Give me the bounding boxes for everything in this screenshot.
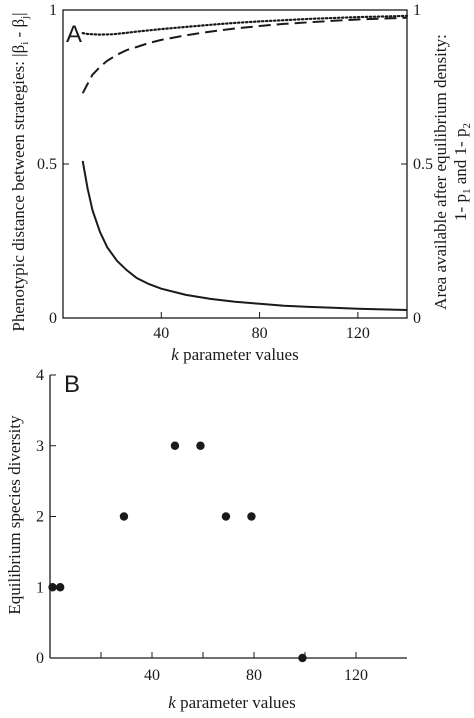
- panel-a-right-y-tick-label: 0.5: [413, 156, 433, 173]
- panel-b-y-tick-label: 1: [36, 579, 44, 596]
- panel-a-frame: [62, 9, 408, 319]
- panel-b-points: [48, 441, 307, 663]
- panel-a-right-y-tick-label: 0: [413, 310, 421, 327]
- panel-a-right-y-sub2: 2: [461, 123, 473, 129]
- panel-b-x-axis-title: k parameter values: [168, 693, 295, 712]
- panel-b-data-point: [221, 512, 231, 521]
- panel-b-data-point: [298, 653, 307, 663]
- panel-a-x-axis-rest: parameter values: [179, 345, 299, 364]
- panel-a-right-y-sub1: 1: [461, 189, 473, 195]
- panel-b-x-tick-label: 40: [144, 667, 160, 684]
- panel-b-y-ticks: 0 1 2 3 4: [36, 367, 56, 667]
- panel-b-data-point: [119, 512, 129, 521]
- panel-a-letter: A: [66, 21, 82, 48]
- panel-b-y-tick-label: 0: [36, 650, 44, 667]
- panel-b-data-point: [56, 583, 65, 592]
- panel-b-y-axis-title: Equilibrium species diversity: [5, 415, 24, 615]
- panel-a-x-tick-label: 80: [252, 325, 268, 342]
- panel-a-left-y-tick-label: 0: [49, 310, 57, 327]
- panel-a-left-y-part3: |: [9, 12, 28, 15]
- panel-a-right-y-axis-title-line2: 1- p1 and 1- p2: [451, 123, 473, 221]
- panel-a-x-axis-title: k parameter values: [171, 345, 298, 364]
- panel-a-left-y-sub1: i: [19, 42, 31, 45]
- panel-a-dashed-line: [81, 16, 408, 94]
- panel-a-x-tick-label: 40: [153, 325, 169, 342]
- panel-b: B 40 80 120 0 1 2 3 4 k parameter values Equil…: [5, 367, 407, 712]
- panel-b-data-point: [196, 441, 205, 450]
- panel-a-dotted-line: [81, 14, 409, 36]
- panel-b-x-axis-rest: parameter values: [176, 693, 296, 712]
- panel-a-left-y-part2: - β: [9, 19, 28, 42]
- panel-b-x-ticks: 40 80 120: [100, 652, 368, 684]
- panel-b-y-tick-label: 2: [36, 509, 44, 526]
- panel-b-data-point: [247, 512, 256, 521]
- panel-a-series: [81, 14, 409, 311]
- panel-a-x-axis-italic: k: [171, 345, 179, 364]
- panel-b-letter: B: [64, 371, 80, 398]
- panel-a-right-y-part1: 1- p: [451, 194, 470, 221]
- panel-a-right-y-axis-title-line1: Area available after equilibrium density…: [431, 34, 450, 310]
- panel-a-x-tick-label: 120: [346, 325, 370, 342]
- panel-a-y-ticks: 0 0.5 1 0 0.5 1: [37, 2, 433, 327]
- panel-b-x-axis-italic: k: [168, 693, 176, 712]
- panel-a-right-y-tick-label: 1: [413, 2, 421, 19]
- panel-b-y-tick-label: 3: [36, 438, 44, 455]
- panel-a-left-y-axis-title: Phenotypic distance between strategies: …: [9, 12, 31, 331]
- panel-b-x-tick-label: 80: [246, 667, 262, 684]
- panel-a-right-y-part2: and 1- p: [451, 129, 470, 189]
- panel-b-data-point: [170, 441, 180, 450]
- panel-b-y-tick-label: 4: [36, 367, 44, 384]
- panel-a-left-y-sub2: j: [19, 16, 31, 20]
- panel-b-data-point: [48, 583, 57, 592]
- panel-a-left-y-tick-label: 1: [49, 2, 57, 19]
- panel-a-solid-line: [81, 160, 408, 311]
- panel-a-left-y-tick-label: 0.5: [37, 156, 57, 173]
- panel-a-x-ticks: 40 80 120: [153, 312, 370, 342]
- panel-a-left-y-part1: Phenotypic distance between strategies: …: [9, 45, 28, 332]
- panel-b-x-tick-label: 120: [344, 667, 368, 684]
